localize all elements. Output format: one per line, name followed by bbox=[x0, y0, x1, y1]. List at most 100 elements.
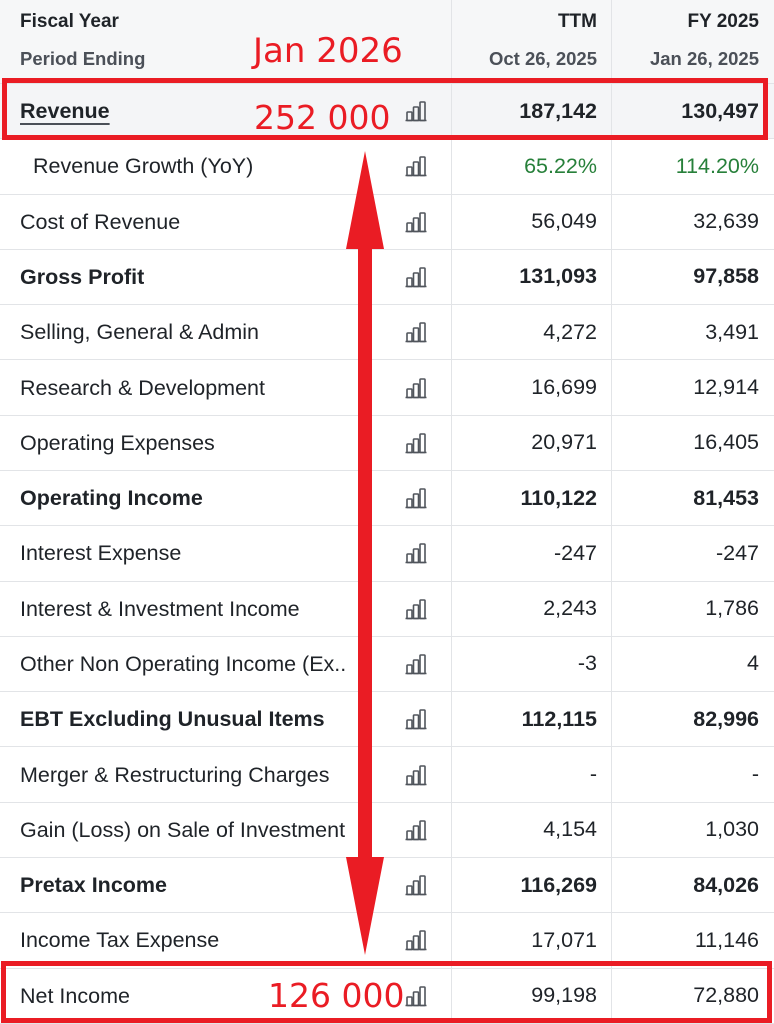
bar-chart-icon[interactable] bbox=[404, 874, 428, 896]
table-row-income-tax-expense: Income Tax Expense 17,071 11,146 bbox=[0, 913, 774, 969]
row-label-cell: Revenue Growth (YoY) bbox=[0, 139, 452, 194]
row-label-cell: Selling, General & Admin bbox=[0, 305, 452, 360]
row-label-cell: Other Non Operating Income (Ex.. bbox=[0, 636, 452, 692]
row-label: Gain (Loss) on Sale of Investment bbox=[20, 817, 346, 842]
row-label: Operating Expenses bbox=[20, 430, 215, 455]
fy2025-value: 12,914 bbox=[693, 375, 759, 400]
ttm-value: 4,154 bbox=[452, 802, 612, 857]
ttm-value: -3 bbox=[452, 636, 612, 692]
fy2025-value: 1,786 bbox=[705, 596, 759, 621]
row-label: Interest & Investment Income bbox=[20, 596, 300, 621]
fy2025-value: 32,639 bbox=[693, 209, 759, 234]
row-label-cell: Interest & Investment Income bbox=[0, 581, 452, 636]
row-label: Other Non Operating Income (Ex.. bbox=[20, 651, 347, 676]
fy2025-value: 82,996 bbox=[693, 706, 759, 731]
row-label-cell: Pretax Income bbox=[0, 857, 452, 913]
ttm-value: -247 bbox=[452, 526, 612, 581]
bar-chart-icon[interactable] bbox=[404, 764, 428, 786]
fy2025-value: 1,030 bbox=[705, 817, 759, 842]
table-row-other-non-operating-income: Other Non Operating Income (Ex.. -3 4 bbox=[0, 636, 774, 693]
row-label: Income Tax Expense bbox=[20, 928, 220, 953]
net-income-annotation: 126 000 bbox=[268, 976, 405, 1015]
table-row-cost-of-revenue: Cost of Revenue 56,049 32,639 bbox=[0, 194, 774, 250]
ttm-value: 112,115 bbox=[452, 692, 612, 747]
row-label-cell: EBT Excluding Unusual Items bbox=[0, 692, 452, 747]
table-row-interest-investment-income: Interest & Investment Income 2,243 1,786 bbox=[0, 581, 774, 637]
table-row-pretax-income: Pretax Income 116,269 84,026 bbox=[0, 857, 774, 914]
row-label-cell: Cost of Revenue bbox=[0, 194, 452, 249]
bar-chart-icon[interactable] bbox=[404, 377, 428, 399]
table-row-ebt-excluding-unusual-items: EBT Excluding Unusual Items 112,115 82,9… bbox=[0, 692, 774, 748]
table-header: Fiscal Year Period Ending TTM Oct 26, 20… bbox=[0, 0, 774, 84]
period-ending-label: Period Ending bbox=[20, 48, 146, 69]
table-row-gain-loss-sale-of-investments: Gain (Loss) on Sale of Investment 4,154 … bbox=[0, 802, 774, 858]
ttm-value: 187,142 bbox=[452, 84, 612, 139]
bar-chart-icon[interactable] bbox=[404, 598, 428, 620]
row-label: Interest Expense bbox=[20, 541, 182, 566]
bar-chart-icon[interactable] bbox=[404, 929, 428, 951]
row-label: Pretax Income bbox=[20, 873, 167, 898]
row-label: Operating Income bbox=[20, 486, 203, 511]
row-label: Research & Development bbox=[20, 375, 265, 400]
row-label-cell: Gain (Loss) on Sale of Investment bbox=[0, 802, 452, 857]
row-label-cell: Operating Expenses bbox=[0, 415, 452, 470]
fy2025-value: 130,497 bbox=[681, 98, 759, 123]
row-label-cell: Operating Income bbox=[0, 470, 452, 526]
period-annotation: Jan 2026 bbox=[253, 31, 403, 71]
row-label-cell: Net Income bbox=[0, 968, 452, 1023]
column-header-fy2025: FY 2025 bbox=[687, 11, 759, 32]
table-row-operating-expenses: Operating Expenses 20,971 16,405 bbox=[0, 415, 774, 471]
row-label-cell: Income Tax Expense bbox=[0, 913, 452, 968]
period-ending-fy2025: Jan 26, 2025 bbox=[649, 48, 759, 69]
ttm-value: 2,243 bbox=[452, 581, 612, 636]
row-label: Gross Profit bbox=[20, 264, 145, 289]
row-label-cell: Interest Expense bbox=[0, 526, 452, 581]
bar-chart-icon[interactable] bbox=[404, 266, 428, 288]
ttm-value: 16,699 bbox=[452, 360, 612, 415]
table-row-gross-profit: Gross Profit 131,093 97,858 bbox=[0, 249, 774, 306]
table-row-merger-restructuring-charges: Merger & Restructuring Charges - - bbox=[0, 747, 774, 803]
revenue-highlight-box bbox=[2, 78, 768, 140]
row-label-cell: Gross Profit bbox=[0, 249, 452, 305]
row-label-cell: Research & Development bbox=[0, 360, 452, 415]
row-label: Selling, General & Admin bbox=[20, 320, 260, 345]
bar-chart-icon[interactable] bbox=[404, 542, 428, 564]
bar-chart-icon[interactable] bbox=[404, 432, 428, 454]
ttm-value: 17,071 bbox=[452, 913, 612, 968]
column-header-ttm: TTM bbox=[557, 11, 597, 32]
fy2025-value: 72,880 bbox=[693, 983, 759, 1008]
table-row-operating-income: Operating Income 110,122 81,453 bbox=[0, 470, 774, 527]
bar-chart-icon[interactable] bbox=[404, 708, 428, 730]
ttm-value: - bbox=[452, 747, 612, 802]
revenue-annotation: 252 000 bbox=[254, 98, 391, 137]
row-label: EBT Excluding Unusual Items bbox=[20, 707, 325, 732]
table-row-revenue-growth: Revenue Growth (YoY) 65.22% 114.20% bbox=[0, 139, 774, 195]
fiscal-year-label: Fiscal Year bbox=[20, 11, 119, 32]
row-label: Net Income bbox=[20, 983, 130, 1008]
row-label: Cost of Revenue bbox=[20, 209, 181, 234]
ttm-value: 116,269 bbox=[452, 857, 612, 913]
bar-chart-icon[interactable] bbox=[404, 211, 428, 233]
fy2025-value: 97,858 bbox=[693, 264, 759, 289]
fy2025-value: 84,026 bbox=[693, 872, 759, 897]
ttm-value: 110,122 bbox=[452, 470, 612, 526]
bar-chart-icon[interactable] bbox=[404, 819, 428, 841]
fy2025-value: 4 bbox=[747, 651, 759, 676]
fy2025-value: - bbox=[751, 762, 759, 787]
period-ending-ttm: Oct 26, 2025 bbox=[489, 48, 597, 69]
ttm-value: 56,049 bbox=[452, 194, 612, 249]
ttm-value: 65.22% bbox=[452, 139, 612, 194]
table-row-revenue: Revenue 187,142 130,497 bbox=[0, 84, 774, 140]
bar-chart-icon[interactable] bbox=[404, 155, 428, 177]
bar-chart-icon[interactable] bbox=[404, 321, 428, 343]
row-label-cell: Revenue bbox=[0, 84, 452, 139]
row-label[interactable]: Revenue bbox=[20, 99, 110, 124]
ttm-value: 131,093 bbox=[452, 249, 612, 305]
bar-chart-icon[interactable] bbox=[404, 487, 428, 509]
table-row-sga: Selling, General & Admin 4,272 3,491 bbox=[0, 305, 774, 361]
header-ttm-cell: TTM Oct 26, 2025 bbox=[452, 0, 612, 83]
header-fy2025-cell: FY 2025 Jan 26, 2025 bbox=[612, 0, 774, 83]
fy2025-value: 114.20% bbox=[675, 153, 759, 178]
bar-chart-icon[interactable] bbox=[404, 653, 428, 675]
